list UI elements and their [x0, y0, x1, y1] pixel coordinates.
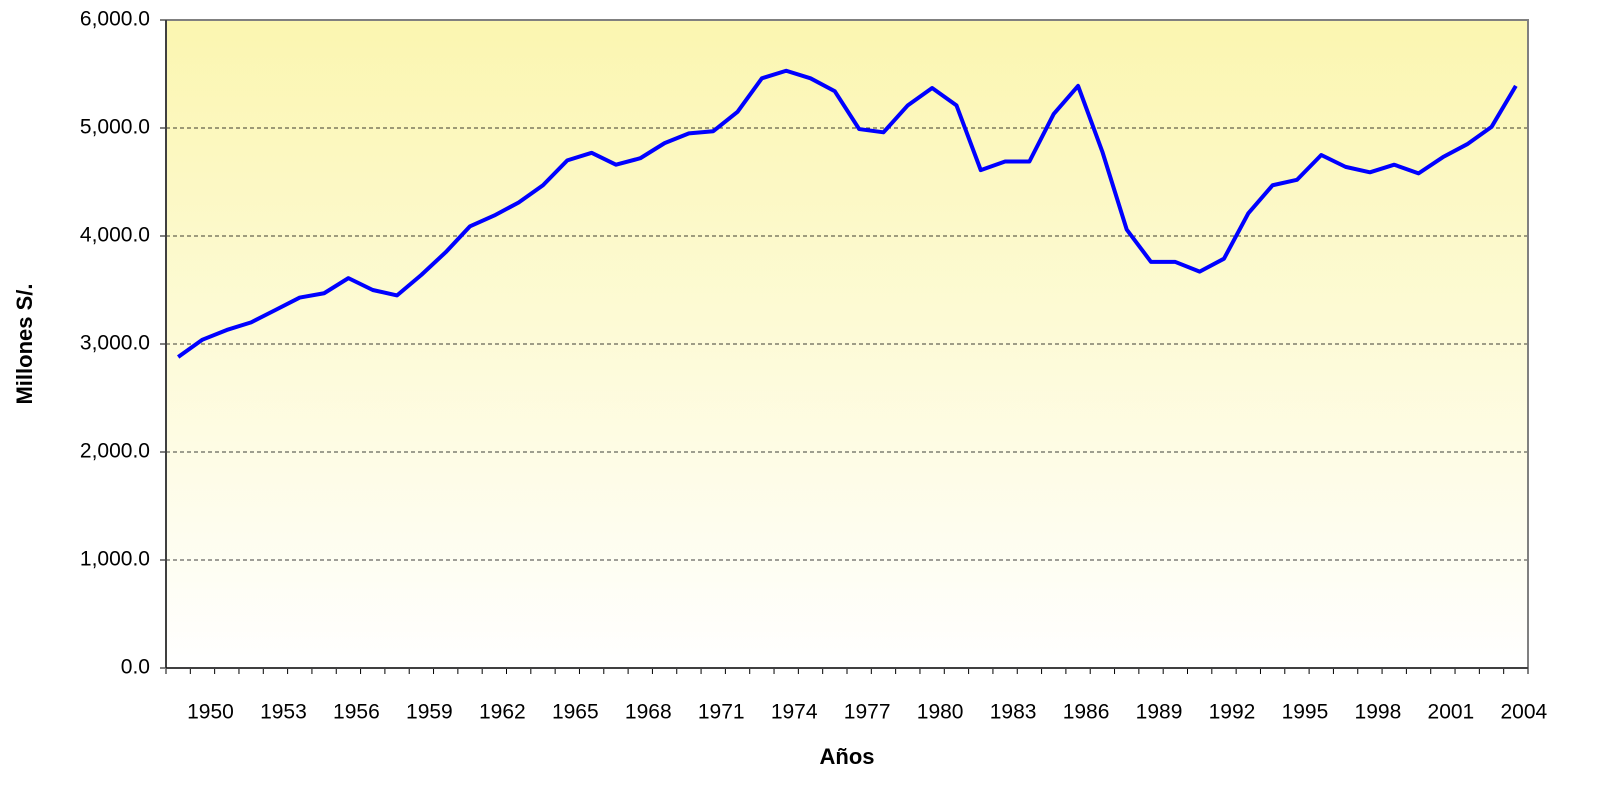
x-tick-label: 1968 [625, 701, 672, 724]
y-axis-title: Millones S/. [12, 283, 37, 404]
y-tick-label: 4,000.0 [80, 224, 150, 247]
x-tick-label: 1953 [260, 701, 307, 724]
x-tick-label: 1971 [698, 701, 745, 724]
x-tick-label: 2001 [1428, 701, 1475, 724]
x-tick-label: 1980 [917, 701, 964, 724]
x-tick-label: 1977 [844, 701, 891, 724]
data-line [177, 68, 1518, 359]
x-tick-label: 1986 [1063, 701, 1110, 724]
x-tick-label: 1959 [406, 701, 453, 724]
y-tick-label: 6,000.0 [80, 8, 150, 31]
y-tick-label: 5,000.0 [80, 116, 150, 139]
x-tick-label: 1998 [1355, 701, 1402, 724]
x-tick-label: 1962 [479, 701, 526, 724]
x-tick-label: 1995 [1282, 701, 1329, 724]
x-tick-label: 1983 [990, 701, 1037, 724]
x-tick-label: 1950 [187, 701, 234, 724]
y-tick-label: 1,000.0 [80, 548, 150, 571]
x-axis-title: Años [820, 744, 875, 769]
x-tick-label: 1992 [1209, 701, 1256, 724]
x-tick-label: 1965 [552, 701, 599, 724]
x-tick-label: 1989 [1136, 701, 1183, 724]
y-tick-label: 2,000.0 [80, 440, 150, 463]
y-tick-label: 3,000.0 [80, 332, 150, 355]
x-tick-label: 1974 [771, 701, 818, 724]
y-tick-label: 0.0 [121, 656, 150, 679]
x-tick-label: 2004 [1500, 701, 1547, 724]
x-tick-label: 1956 [333, 701, 380, 724]
